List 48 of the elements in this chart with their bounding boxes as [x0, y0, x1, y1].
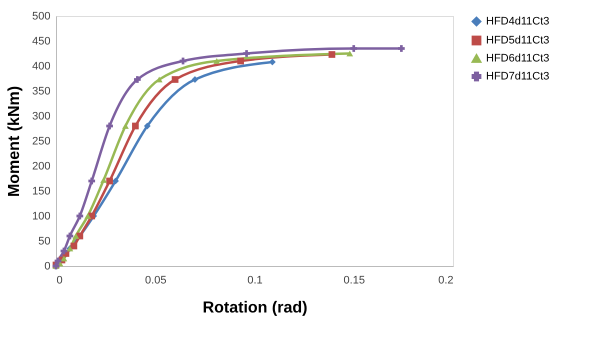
point: [106, 178, 113, 184]
y-tick-label: 50: [38, 236, 50, 248]
y-tick-label: 350: [32, 86, 50, 98]
legend-label: HFD7d11Ct3: [486, 70, 550, 82]
point: [172, 76, 178, 83]
point: [88, 178, 96, 184]
y-tick-label: 450: [32, 36, 50, 48]
y-tick-label: 250: [32, 136, 50, 148]
y-tick-label: 150: [32, 186, 50, 198]
legend-label: HFD4d11Ct3: [486, 16, 550, 28]
y-tick-label: 100: [32, 210, 50, 222]
point: [106, 122, 113, 130]
point: [398, 45, 405, 52]
y-axis-title: Moment (kNm): [6, 86, 24, 198]
x-tick-label: 0.1: [247, 274, 263, 286]
point: [84, 213, 92, 219]
y-tick-label: 200: [32, 160, 50, 172]
point: [132, 122, 139, 130]
point: [72, 233, 80, 239]
legend-label: HFD5d11Ct3: [486, 34, 550, 46]
point: [60, 248, 68, 254]
point: [122, 123, 129, 129]
y-tick-label: 300: [32, 110, 50, 122]
point: [112, 178, 119, 184]
x-tick-label: 0.15: [344, 274, 365, 286]
x-tick-label: 0.2: [438, 274, 454, 286]
x-tick-label: 0: [56, 274, 63, 286]
point: [134, 76, 141, 83]
point: [350, 45, 358, 52]
point: [180, 58, 186, 64]
point: [243, 50, 250, 57]
point: [66, 232, 74, 240]
point: [100, 177, 107, 183]
y-tick-label: 0: [44, 260, 50, 272]
point: [70, 242, 78, 250]
point: [192, 76, 198, 83]
point: [144, 122, 151, 130]
y-tick-label: 500: [32, 10, 50, 22]
x-tick-label: 0.05: [145, 274, 166, 286]
legend-label: HFD6d11Ct3: [486, 52, 550, 64]
y-tick-label: 400: [32, 60, 50, 72]
point: [76, 212, 84, 220]
x-axis-title: Rotation (rad): [202, 300, 308, 316]
point: [269, 58, 276, 66]
point: [346, 50, 354, 56]
point: [213, 58, 220, 64]
point: [237, 58, 244, 64]
point: [328, 51, 336, 58]
